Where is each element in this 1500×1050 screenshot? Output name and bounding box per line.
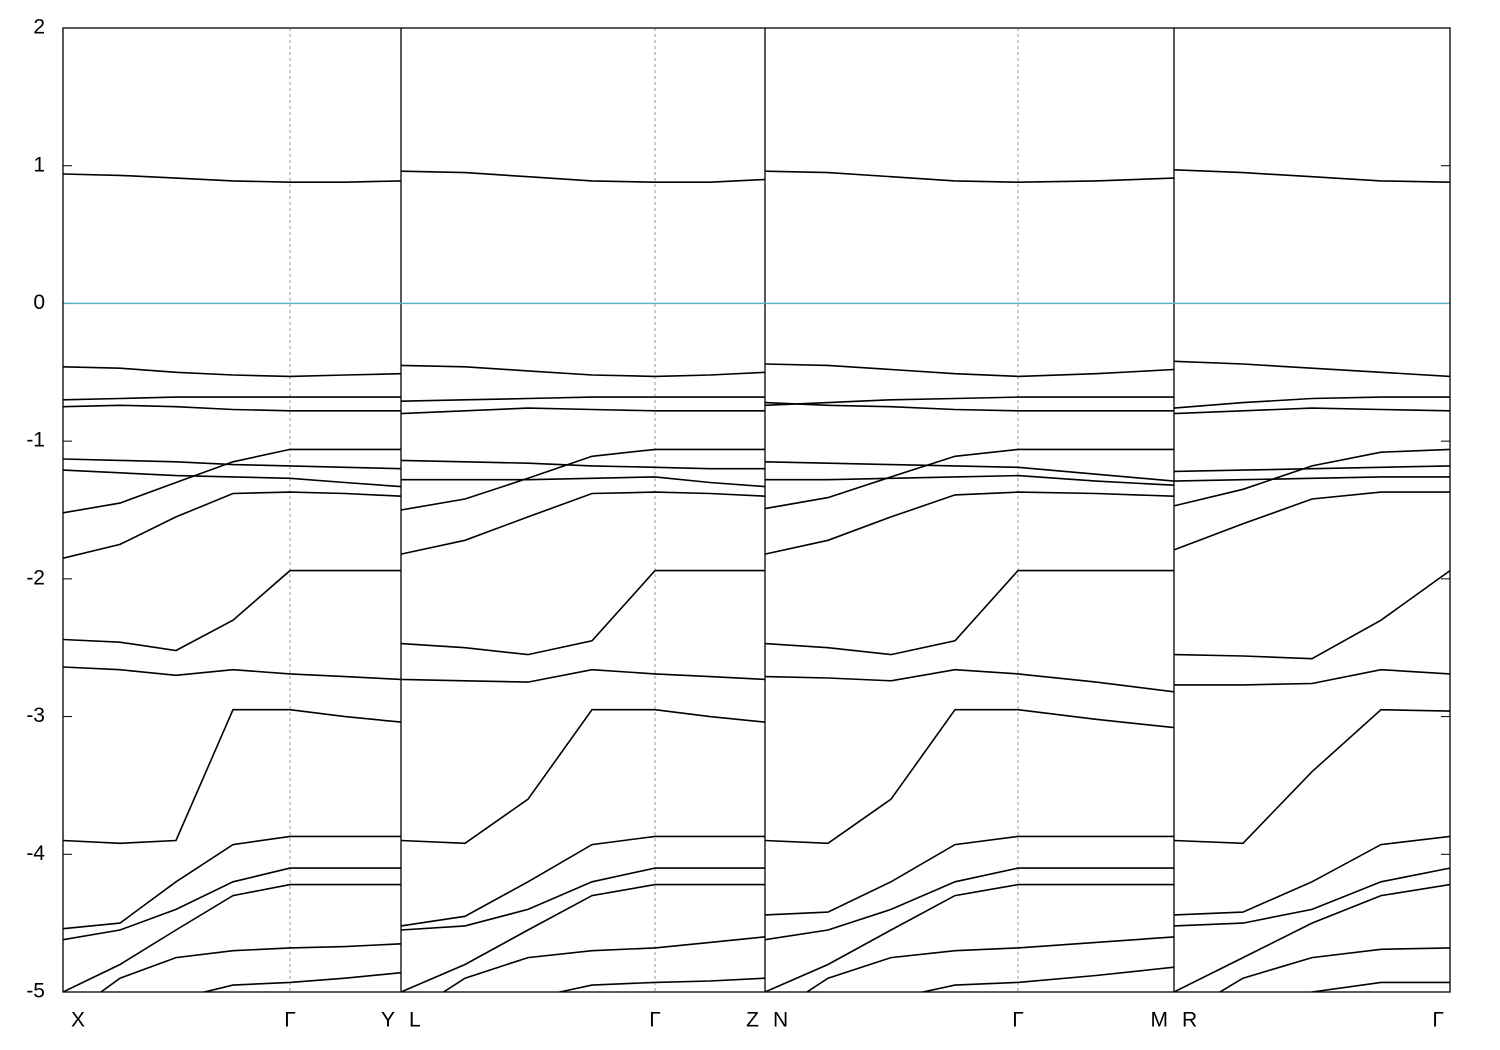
band-line [63, 448, 1450, 514]
band-line [63, 491, 1450, 559]
bands [63, 169, 1450, 992]
x-tick-label: L [409, 1009, 421, 1032]
y-tick-label: -3 [26, 704, 45, 727]
band-line [63, 169, 1450, 184]
band-line [63, 569, 1450, 660]
band-line [63, 835, 1450, 930]
y-tick-label: -2 [26, 566, 45, 589]
x-tick-label: Γ [284, 1009, 296, 1032]
y-tick-label: 1 [33, 153, 45, 176]
plot-frame [62, 27, 1451, 993]
band-line [63, 867, 1450, 941]
x-tick-label: N [773, 1009, 788, 1032]
band-line [63, 458, 1450, 482]
band-line [201, 966, 1450, 992]
x-tick-label: X [71, 1009, 85, 1032]
y-tick-label: -1 [26, 429, 45, 452]
band-line [63, 401, 1450, 415]
y-tick-label: -5 [26, 980, 45, 1003]
x-tick-label: Γ [1432, 1009, 1444, 1032]
band-line [63, 666, 1450, 693]
y-tick-label: 2 [33, 16, 45, 39]
band-line [63, 469, 1450, 488]
x-tick-label: Γ [1012, 1009, 1024, 1032]
x-tick-label: Γ [649, 1009, 661, 1032]
band-line [63, 708, 1450, 845]
x-tick-label: M [1151, 1009, 1169, 1032]
band-line [63, 883, 1450, 992]
band-line [99, 936, 1450, 992]
x-tick-label: R [1182, 1009, 1197, 1032]
band-line [63, 396, 1450, 409]
band-line [63, 360, 1450, 378]
x-tick-label: Z [746, 1009, 759, 1032]
x-tick-label: Y [381, 1009, 395, 1032]
y-tick-label: 0 [33, 291, 45, 314]
y-tick-label: -4 [26, 842, 45, 865]
